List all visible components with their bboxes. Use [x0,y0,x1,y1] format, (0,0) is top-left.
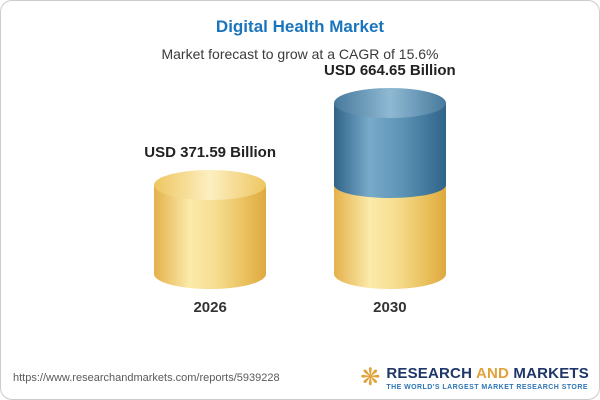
chart-title: Digital Health Market [215,17,385,36]
bar-2030-growth-segment [333,102,446,198]
bar-2030-top-ellipse [333,87,446,118]
axis-label-2030: 2030 [373,299,407,316]
logo-word-research: RESEARCH [386,365,473,382]
logo-text: RESEARCH AND MARKETS THE WORLD'S LARGEST… [386,365,589,391]
bar-group-2026: USD 371.59 Billion 2026 [144,144,276,316]
bar-2026 [154,169,267,289]
axis-label-2026: 2026 [193,299,227,316]
chart-subtitle: Market forecast to grow at a CAGR of 15.… [161,46,439,62]
logo-word-and: AND [475,365,510,382]
logo-tagline: THE WORLD'S LARGEST MARKET RESEARCH STOR… [386,384,588,391]
logo-wordmark: RESEARCH AND MARKETS [386,365,589,382]
chart-area: USD 371.59 Billion 2026 USD 664.65 Billi… [1,62,599,316]
value-label-2026: USD 371.59 Billion [144,143,276,161]
logo-flower-icon: ❋ [360,364,381,391]
report-url: https://www.researchandmarkets.com/repor… [13,372,280,384]
footer: https://www.researchandmarkets.com/repor… [13,365,589,391]
bar-group-2030: USD 664.65 Billion 2030 [324,62,456,316]
bar-2030 [333,87,446,289]
company-logo: ❋ RESEARCH AND MARKETS THE WORLD'S LARGE… [360,365,589,391]
bar-2026-body [154,184,267,289]
value-label-2030: USD 664.65 Billion [324,61,456,79]
logo-word-markets: MARKETS [513,365,589,382]
bar-2030-base-segment [333,184,446,289]
bar-2026-top-ellipse [154,169,267,200]
